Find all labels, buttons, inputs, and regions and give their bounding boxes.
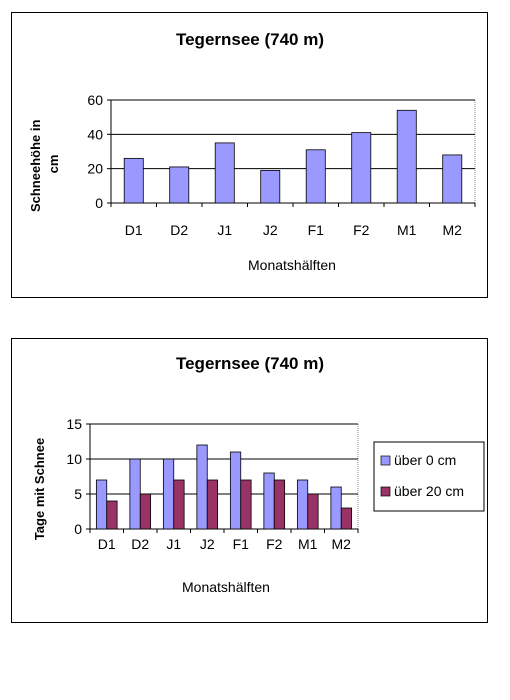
x-tick-label: D2 <box>131 536 149 552</box>
x-tick-label: M2 <box>332 536 352 552</box>
y-tick-label: 5 <box>74 486 82 502</box>
y-tick-label: 10 <box>66 451 82 467</box>
bar-f1 <box>305 149 326 204</box>
bar-series-2-d2 <box>139 493 152 530</box>
x-tick-label: J1 <box>166 536 181 552</box>
legend-label-series-1: über 0 cm <box>394 452 456 468</box>
plot-area <box>110 99 476 204</box>
bar-series-2-j2 <box>206 479 219 530</box>
chart-snow-days-svg: Tegernsee (740 m) Monatshälften Tage mit… <box>32 354 485 595</box>
x-tick-label: D1 <box>125 222 143 238</box>
y-tick-label: 15 <box>66 416 82 432</box>
chart-snow-days: Tegernsee (740 m) Monatshälften Tage mit… <box>11 338 488 623</box>
y-tick-label: 20 <box>87 161 103 177</box>
y-tick-label: 0 <box>95 195 103 211</box>
y-axis-label-line-2: cm <box>46 155 61 174</box>
bar-j2 <box>260 169 281 204</box>
x-axis-label: Monatshälften <box>182 579 270 595</box>
bar-series-2-f1 <box>240 479 252 530</box>
x-tick-label: M1 <box>397 222 417 238</box>
bar-series-2-d1 <box>106 500 118 530</box>
bar-series-2-m2 <box>340 507 353 530</box>
legend-swatch-series-2 <box>380 486 391 497</box>
x-tick-label: J2 <box>263 222 278 238</box>
x-tick-label: M1 <box>298 536 318 552</box>
bar-series-1-f1 <box>229 451 242 530</box>
bar-m1 <box>396 109 417 204</box>
y-axis-label-line-1: Schneehöhe in <box>28 120 43 213</box>
bar-series-1-m1 <box>296 479 309 530</box>
x-tick-label: D2 <box>170 222 188 238</box>
bar-series-1-j2 <box>196 444 208 530</box>
bar-d1 <box>123 157 144 204</box>
bar-series-2-m1 <box>307 493 319 530</box>
x-tick-label: F2 <box>353 222 370 238</box>
chart-snow-depth-svg: Tegernsee (740 m) Monatshälften Schneehö… <box>28 30 476 273</box>
legend-box <box>373 441 485 512</box>
bar-series-2-j1 <box>173 479 185 530</box>
bar-series-1-f2 <box>263 472 275 530</box>
legend-swatch-series-1 <box>380 455 391 466</box>
y-tick-label: 40 <box>87 126 103 142</box>
x-tick-label: F1 <box>308 222 325 238</box>
legend: über 0 cm über 20 cm <box>373 441 485 512</box>
bar-f2 <box>351 132 372 204</box>
bar-series-2-f2 <box>273 479 286 530</box>
chart-snow-depth: Tegernsee (740 m) Monatshälften Schneehö… <box>11 12 488 298</box>
y-tick-label: 60 <box>87 92 103 108</box>
x-tick-label: F2 <box>266 536 283 552</box>
bar-series-1-d2 <box>129 458 141 530</box>
x-tick-label: F1 <box>233 536 250 552</box>
bar-series-1-m2 <box>330 486 342 530</box>
x-tick-label: J2 <box>200 536 215 552</box>
x-tick-label: M2 <box>443 222 463 238</box>
x-tick-label: J1 <box>217 222 232 238</box>
bar-j1 <box>214 142 235 204</box>
bar-d2 <box>169 166 190 204</box>
legend-label-series-2: über 20 cm <box>394 483 464 499</box>
chart-title: Tegernsee (740 m) <box>176 30 324 49</box>
y-axis-label: Schneehöhe in cm <box>28 116 61 212</box>
y-tick-label: 0 <box>74 521 82 537</box>
y-axis-label: Tage mit Schnee <box>32 438 47 540</box>
chart-title: Tegernsee (740 m) <box>176 354 324 373</box>
bar-m2 <box>442 154 463 204</box>
x-tick-label: D1 <box>98 536 116 552</box>
bar-series-1-j1 <box>162 458 175 530</box>
x-axis-label: Monatshälften <box>248 257 336 273</box>
bar-series-1-d1 <box>95 479 108 530</box>
